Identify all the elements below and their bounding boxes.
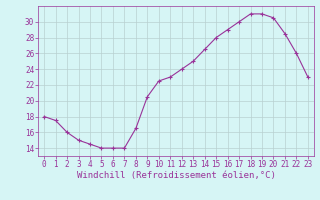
X-axis label: Windchill (Refroidissement éolien,°C): Windchill (Refroidissement éolien,°C) xyxy=(76,171,276,180)
